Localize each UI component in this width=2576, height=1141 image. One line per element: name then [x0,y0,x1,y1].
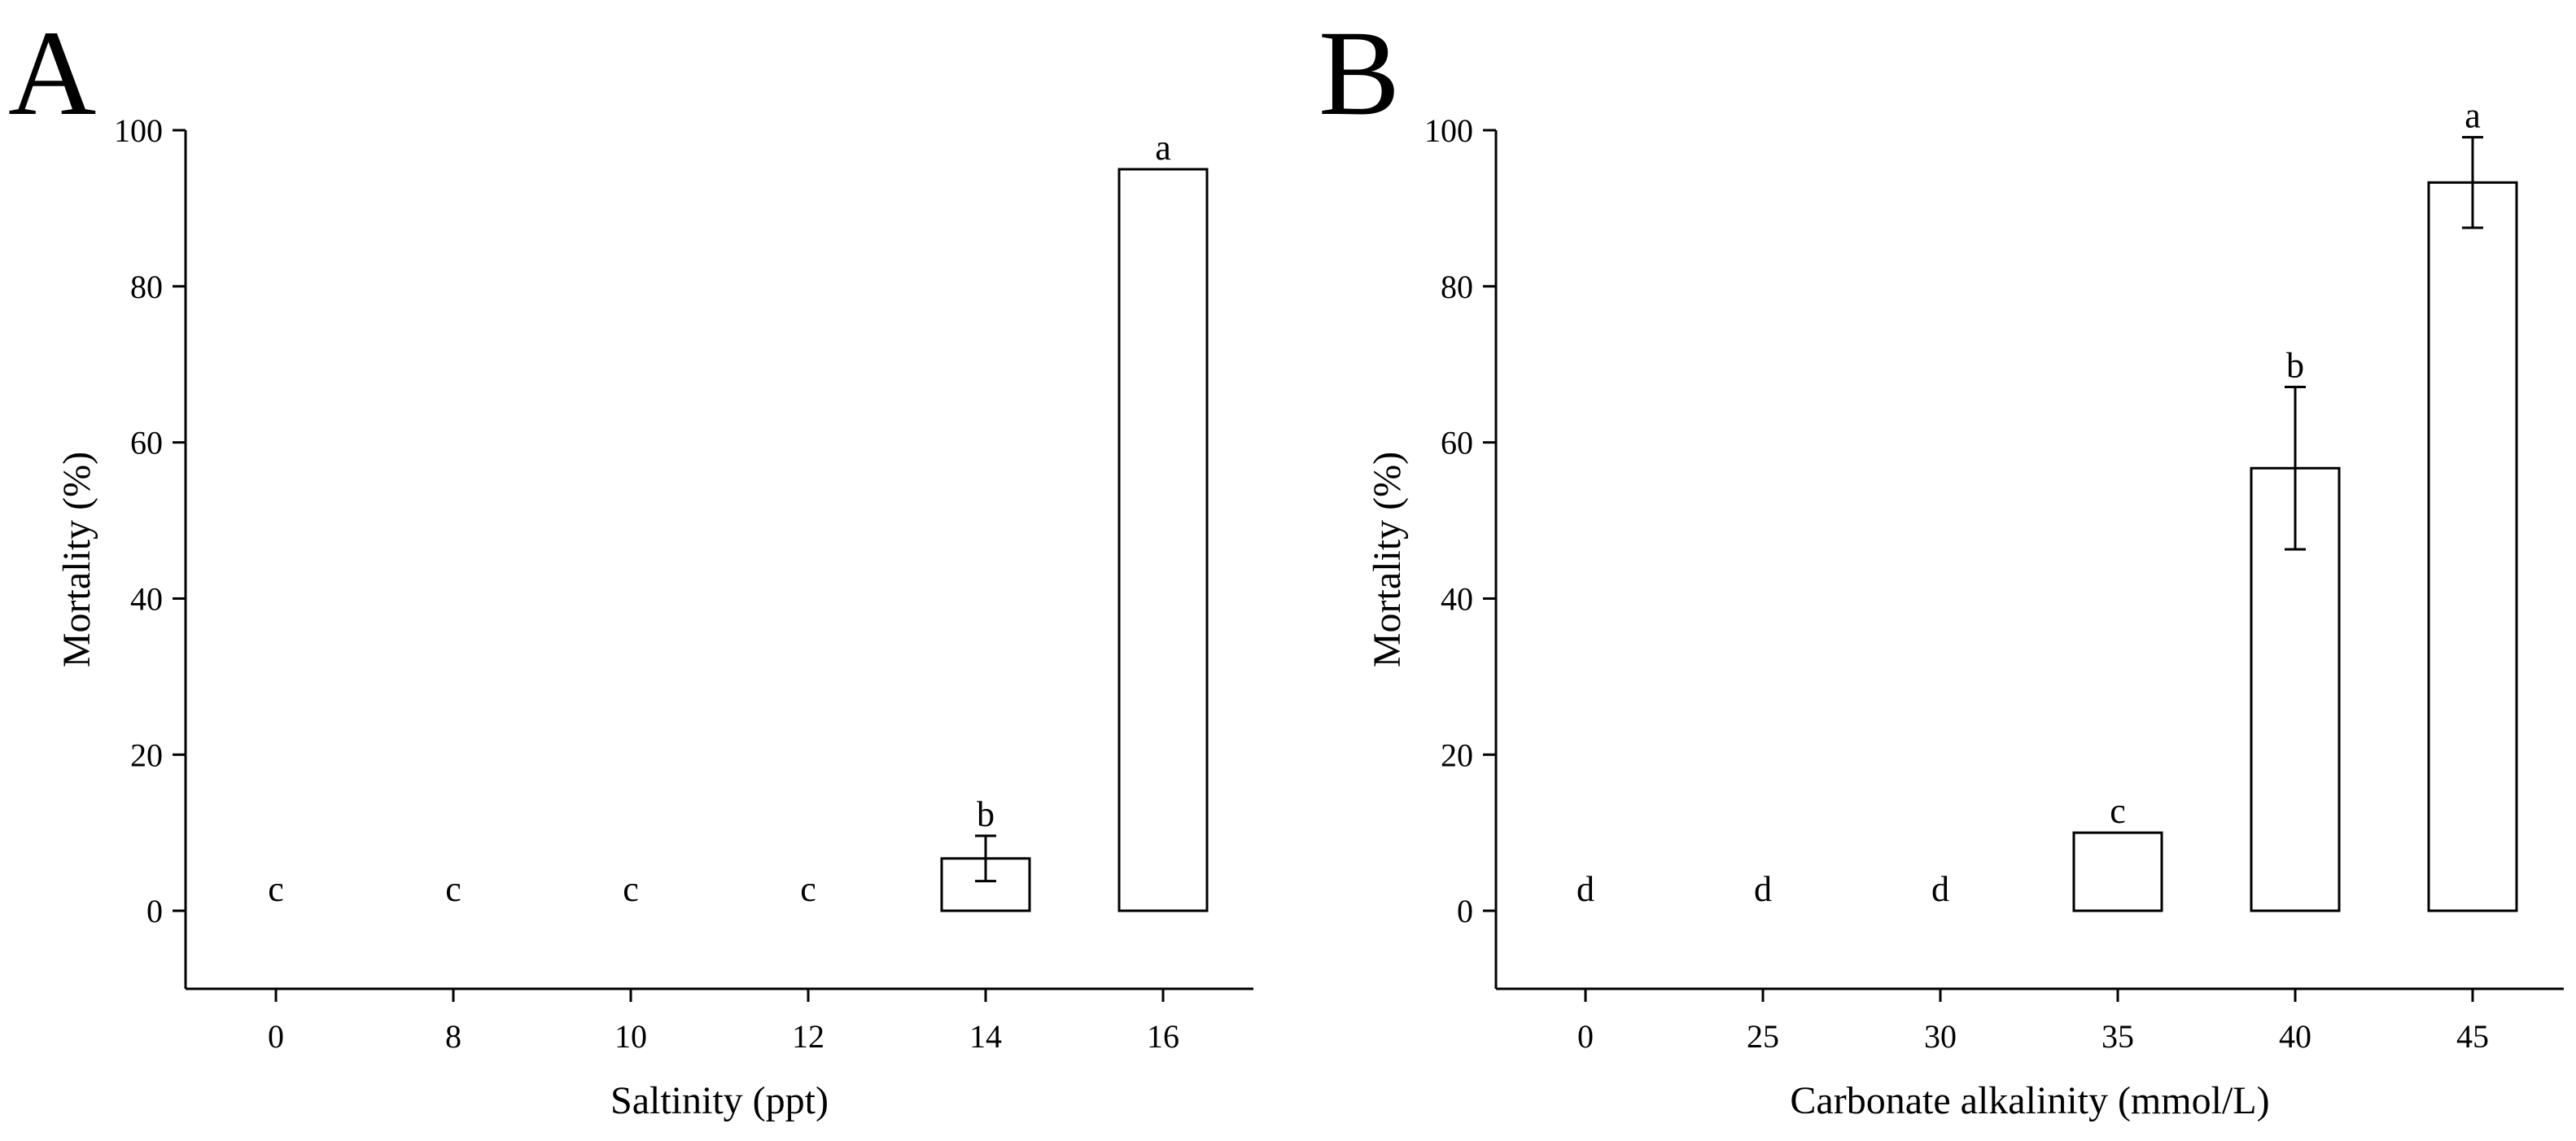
x-tick-label: 14 [969,1018,1002,1055]
significance-label: b [977,794,995,834]
significance-label: c [800,869,816,909]
significance-label: c [2110,791,2126,831]
significance-label: d [1577,869,1594,909]
x-tick-label: 25 [1747,1018,1779,1055]
y-tick-label: 20 [1441,737,1473,773]
x-tick-label: 16 [1147,1018,1179,1055]
x-tick-label: 12 [792,1018,824,1055]
y-tick-label: 0 [147,893,163,929]
x-tick-label: 8 [445,1018,461,1055]
x-tick-label: 10 [614,1018,647,1055]
x-tick-label: 30 [1924,1018,1957,1055]
y-tick-label: 20 [130,737,163,773]
panel-b: B 0 20 40 60 80 100 Mortality (%) 0 d 25 d 30 d 35 c 40 b… [1319,6,2564,1122]
x-tick-label: 35 [2101,1018,2134,1055]
x-axis-title: Saltinity (ppt) [610,1079,829,1122]
y-tick-label: 40 [130,580,163,617]
y-tick-label: 80 [1441,269,1473,305]
significance-label: a [1155,128,1171,168]
x-axis-title: Carbonate alkalinity (mmol/L) [1790,1079,2269,1122]
y-tick-label: 100 [114,112,163,149]
significance-label: d [1754,869,1772,909]
x-tick-label: 0 [268,1018,284,1055]
x-tick-label: 45 [2456,1018,2489,1055]
x-tick-label: 40 [2279,1018,2311,1055]
significance-label: b [2286,346,2304,386]
significance-label: d [1931,869,1949,909]
y-tick-label: 0 [1457,893,1473,929]
significance-label: c [268,869,284,909]
panel-a: A 0 20 40 60 80 100 Mortality (%) 0 c 8 c 10 c 12 c 14 b 1… [8,6,1253,1122]
panel-label: A [8,6,96,141]
y-tick-label: 60 [1441,425,1473,461]
bar [2427,181,2518,912]
y-tick-label: 60 [130,425,163,461]
significance-label: c [623,869,639,909]
y-tick-label: 40 [1441,580,1473,617]
bar [1117,168,1209,912]
significance-label: c [445,869,461,909]
bar [2072,831,2163,912]
y-axis-title: Mortality (%) [1366,452,1409,667]
y-tick-label: 100 [1424,112,1473,149]
panel-label: B [1319,6,1400,141]
y-tick-label: 80 [130,269,163,305]
significance-label: a [2464,96,2481,136]
y-axis-title: Mortality (%) [55,452,98,667]
x-tick-label: 0 [1577,1018,1594,1055]
